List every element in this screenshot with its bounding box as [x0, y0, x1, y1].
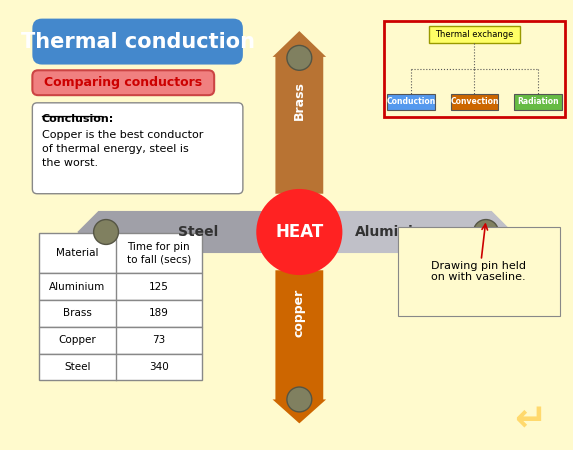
- Text: 125: 125: [149, 282, 168, 292]
- Text: Brass: Brass: [293, 81, 306, 120]
- Bar: [39, 327, 202, 354]
- Text: 189: 189: [149, 308, 168, 318]
- Circle shape: [256, 189, 343, 275]
- Text: Material: Material: [56, 248, 99, 258]
- Text: Brass: Brass: [63, 308, 92, 318]
- Bar: [39, 354, 202, 380]
- Polygon shape: [273, 270, 326, 423]
- Text: Comparing conductors: Comparing conductors: [44, 76, 202, 89]
- Text: 73: 73: [152, 335, 165, 345]
- Text: 340: 340: [149, 362, 168, 372]
- Text: Radiation: Radiation: [517, 97, 559, 106]
- Bar: [39, 233, 202, 273]
- Circle shape: [287, 45, 312, 70]
- Bar: [387, 94, 435, 109]
- Circle shape: [287, 387, 312, 412]
- Circle shape: [93, 220, 119, 244]
- Text: HEAT: HEAT: [275, 223, 323, 241]
- Circle shape: [473, 220, 499, 244]
- Text: Convection: Convection: [450, 97, 499, 106]
- Text: Aluminium: Aluminium: [355, 225, 438, 239]
- FancyBboxPatch shape: [32, 103, 243, 194]
- Text: copper: copper: [293, 289, 306, 338]
- FancyBboxPatch shape: [32, 70, 214, 95]
- Text: Drawing pin held
on with vaseline.: Drawing pin held on with vaseline.: [431, 261, 527, 282]
- FancyBboxPatch shape: [32, 18, 243, 64]
- Text: Steel: Steel: [178, 225, 218, 239]
- Bar: [513, 94, 562, 109]
- Bar: [39, 273, 202, 300]
- Text: Steel: Steel: [64, 362, 91, 372]
- Text: Conduction: Conduction: [387, 97, 436, 106]
- Bar: [450, 94, 499, 109]
- Text: Copper: Copper: [58, 335, 96, 345]
- Text: Thermal conduction: Thermal conduction: [21, 32, 254, 52]
- Bar: [429, 26, 520, 44]
- Text: Thermal exchange: Thermal exchange: [435, 31, 513, 40]
- Text: Conclusion:: Conclusion:: [42, 114, 114, 124]
- Polygon shape: [273, 31, 326, 194]
- Bar: [39, 300, 202, 327]
- Bar: [383, 22, 566, 117]
- Text: Aluminium: Aluminium: [49, 282, 105, 292]
- Text: ↵: ↵: [513, 401, 546, 440]
- Text: Time for pin
to fall (secs): Time for pin to fall (secs): [127, 242, 191, 264]
- Text: Copper is the best conductor
of thermal energy, steel is
the worst.: Copper is the best conductor of thermal …: [42, 130, 203, 167]
- Polygon shape: [77, 211, 276, 253]
- Polygon shape: [323, 211, 513, 253]
